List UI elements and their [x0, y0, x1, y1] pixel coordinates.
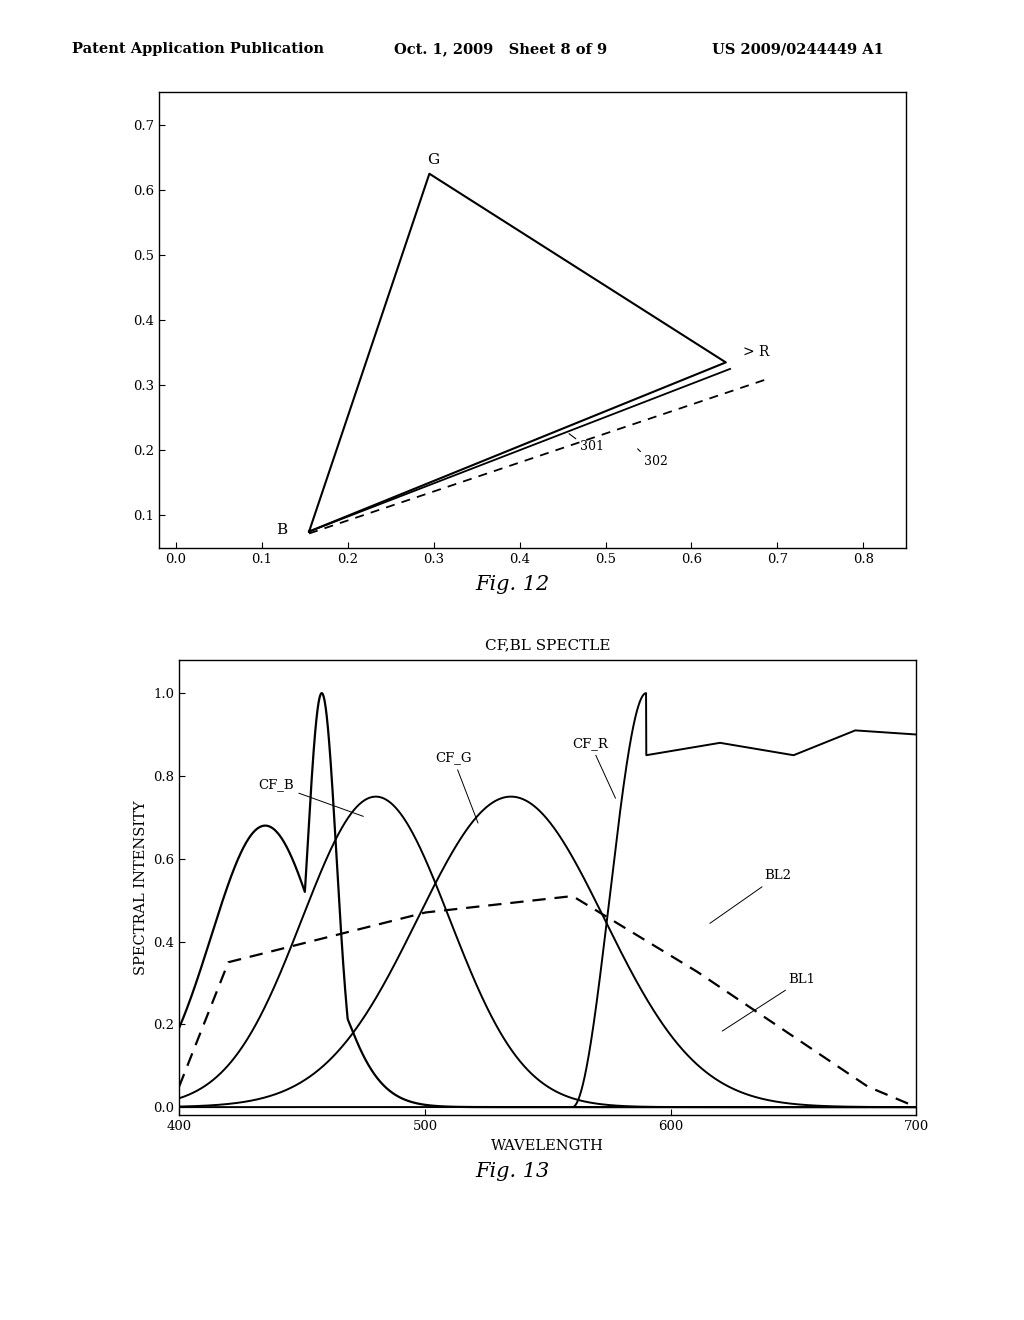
Text: > R: > R — [743, 345, 769, 359]
Text: CF_B: CF_B — [258, 779, 364, 816]
Text: Oct. 1, 2009   Sheet 8 of 9: Oct. 1, 2009 Sheet 8 of 9 — [394, 42, 607, 57]
Text: BL2: BL2 — [710, 870, 792, 924]
Text: US 2009/0244449 A1: US 2009/0244449 A1 — [712, 42, 884, 57]
Text: Fig. 12: Fig. 12 — [475, 576, 549, 594]
Y-axis label: SPECTRAL INTENSITY: SPECTRAL INTENSITY — [134, 800, 147, 975]
Text: BL1: BL1 — [722, 973, 816, 1031]
Text: 302: 302 — [644, 455, 668, 467]
Text: G: G — [428, 153, 439, 168]
X-axis label: WAVELENGTH: WAVELENGTH — [492, 1139, 604, 1152]
Text: B: B — [276, 523, 288, 537]
Text: 301: 301 — [580, 441, 604, 454]
Text: CF_G: CF_G — [435, 751, 478, 822]
Text: CF_R: CF_R — [572, 737, 615, 799]
Text: Patent Application Publication: Patent Application Publication — [72, 42, 324, 57]
Title: CF,BL SPECTLE: CF,BL SPECTLE — [485, 638, 610, 652]
Text: Fig. 13: Fig. 13 — [475, 1163, 549, 1181]
